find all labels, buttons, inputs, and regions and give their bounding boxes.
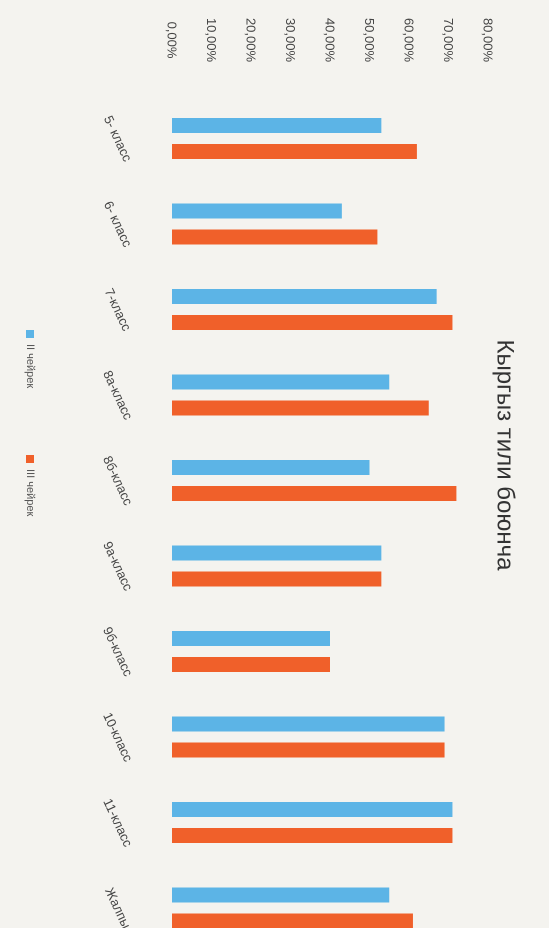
category-label: 10-класс	[100, 710, 136, 764]
legend-swatch	[26, 330, 34, 338]
value-axis-ticks: 0,00% 10,00% 20,00% 30,00% 40,00% 50,00% 60,00…	[165, 18, 496, 63]
bar-series-2	[172, 657, 330, 672]
bar-series-2	[172, 742, 445, 758]
category-label: 9а-класс	[100, 539, 136, 593]
tick-label: 80,00%	[481, 18, 496, 63]
legend-swatch	[26, 455, 34, 463]
bar-series-1	[172, 460, 370, 475]
category-label: 9б-класс	[100, 624, 136, 679]
bars	[172, 118, 457, 928]
category-label: 7-класс	[102, 286, 135, 334]
tick-label: 10,00%	[204, 18, 219, 63]
category-label: 11-класс	[100, 796, 136, 849]
category-label: 8а-класс	[100, 368, 136, 422]
bar-series-1	[172, 374, 390, 390]
bar-series-2	[172, 144, 417, 159]
bar-series-2	[172, 486, 457, 501]
tick-label: 60,00%	[402, 18, 417, 63]
bar-series-1	[172, 631, 330, 646]
tick-label: 50,00%	[362, 18, 377, 63]
category-label: Жалпы	[102, 885, 134, 928]
bar-series-1	[172, 118, 382, 133]
bar-series-1	[172, 545, 382, 561]
bar-series-2	[172, 315, 453, 330]
tick-label: 0,00%	[165, 22, 180, 59]
tick-label: 70,00%	[441, 18, 456, 63]
category-label: 5- класс	[101, 113, 135, 164]
legend-label: II чейрек	[24, 344, 36, 388]
bar-series-2	[172, 913, 413, 928]
category-labels: 5- класс 6- класс 7-класс 8а-класс 8б-класс 9…	[100, 113, 136, 928]
tick-label: 30,00%	[283, 18, 298, 63]
legend: II чейрек III чейрек	[24, 330, 36, 516]
category-label: 6- класс	[101, 199, 135, 250]
bar-series-1	[172, 802, 453, 817]
bar-series-1	[172, 887, 390, 903]
tick-label: 40,00%	[323, 18, 338, 63]
bar-series-2	[172, 229, 378, 245]
bar-series-1	[172, 203, 342, 219]
legend-label: III чейрек	[24, 469, 36, 516]
bar-series-1	[172, 716, 445, 732]
bar-series-2	[172, 828, 453, 843]
bar-series-2	[172, 400, 429, 416]
tick-label: 20,00%	[244, 18, 259, 63]
category-label: 8б-класс	[100, 453, 136, 508]
chart-title: Кыргыз тили боюнча	[492, 340, 519, 572]
bar-series-1	[172, 289, 437, 304]
bar-series-2	[172, 571, 382, 587]
